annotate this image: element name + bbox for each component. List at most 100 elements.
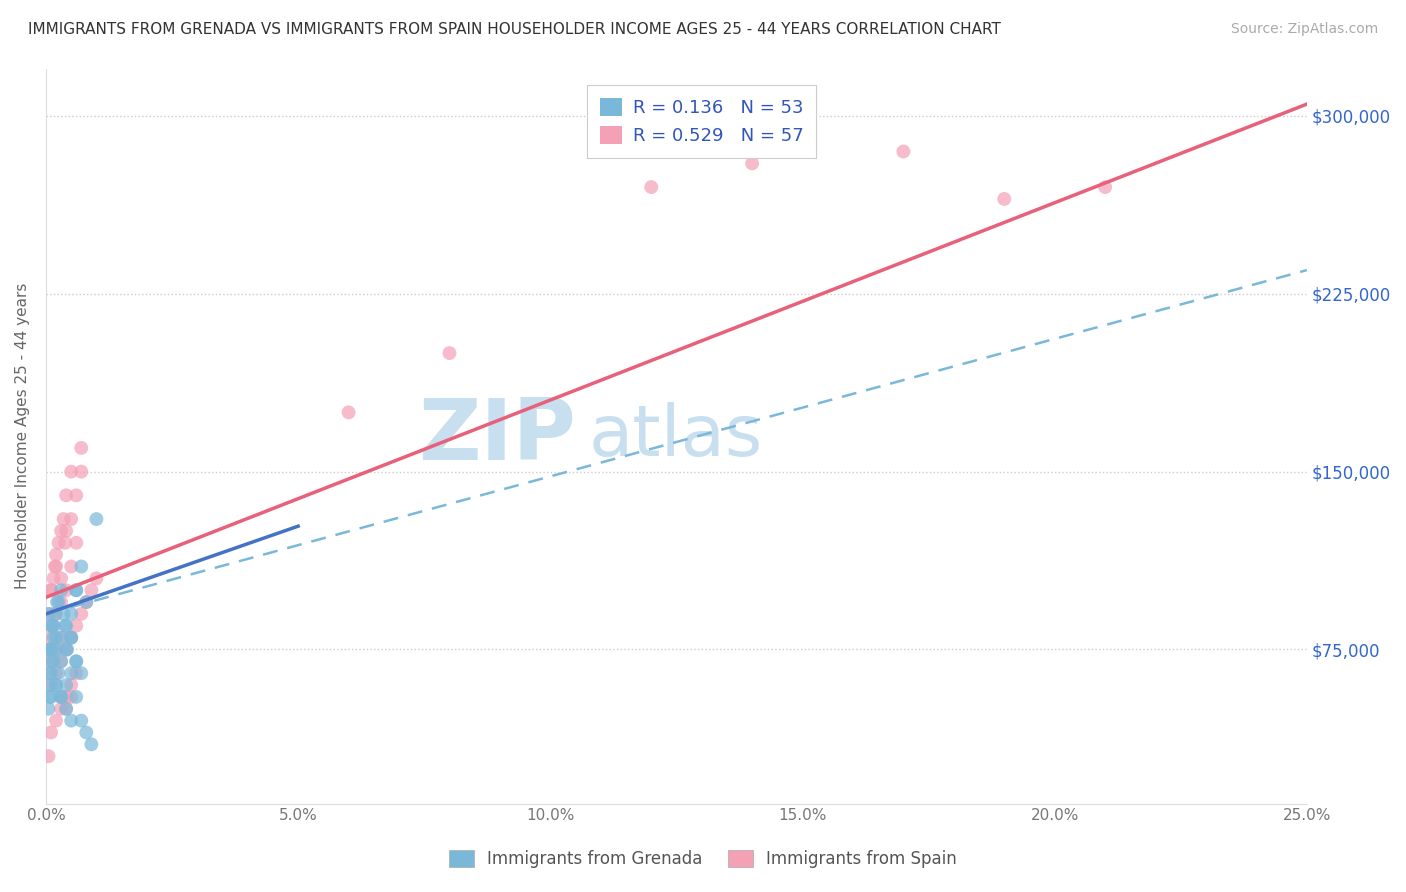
Point (60, 559, 83, 574)
Point (640, 180, 662, 194)
Point (49, 631, 72, 645)
Point (55, 642, 77, 657)
Point (53, 535, 76, 549)
Point (39, 690, 62, 704)
Point (1094, 180, 1116, 194)
Point (49, 571, 72, 585)
Point (49, 690, 72, 704)
Point (45, 714, 67, 728)
Point (65, 654, 87, 668)
Point (49, 690, 72, 704)
Point (39, 666, 62, 681)
Point (46, 595, 69, 609)
Point (70, 465, 93, 479)
Point (52, 607, 75, 621)
Point (60, 631, 83, 645)
Text: atlas: atlas (588, 401, 762, 471)
Point (70, 559, 93, 574)
Point (70, 714, 93, 728)
Point (39, 607, 62, 621)
Point (45, 678, 67, 692)
Point (60, 714, 83, 728)
Point (75, 595, 97, 609)
Point (49, 595, 72, 609)
Point (45, 631, 67, 645)
Point (60, 512, 83, 526)
Point (75, 595, 97, 609)
Point (65, 583, 87, 598)
Point (39, 583, 62, 598)
Point (80, 583, 103, 598)
Point (39, 690, 62, 704)
Point (39, 725, 62, 739)
Point (38, 666, 60, 681)
Point (45, 559, 67, 574)
Point (56, 642, 79, 657)
Point (55, 690, 77, 704)
Point (70, 441, 93, 455)
Point (60, 631, 83, 645)
Text: IMMIGRANTS FROM GRENADA VS IMMIGRANTS FROM SPAIN HOUSEHOLDER INCOME AGES 25 - 44: IMMIGRANTS FROM GRENADA VS IMMIGRANTS FR… (28, 22, 1001, 37)
Point (60, 666, 83, 681)
Point (60, 631, 83, 645)
Point (65, 488, 87, 502)
Point (55, 702, 77, 716)
Point (39, 583, 62, 598)
Point (37, 702, 59, 716)
Point (42, 642, 65, 657)
Point (39, 654, 62, 668)
Text: ZIP: ZIP (418, 394, 575, 477)
Point (48, 535, 70, 549)
Point (80, 737, 103, 751)
Y-axis label: Householder Income Ages 25 - 44 years: Householder Income Ages 25 - 44 years (15, 283, 30, 590)
Point (37, 678, 59, 692)
Point (70, 607, 93, 621)
Point (65, 666, 87, 681)
Point (49, 654, 72, 668)
Point (337, 405, 360, 419)
Point (55, 619, 77, 633)
Point (45, 607, 67, 621)
Point (86, 512, 108, 526)
Point (48, 595, 70, 609)
Point (55, 583, 77, 598)
Point (39, 619, 62, 633)
Text: Source: ZipAtlas.com: Source: ZipAtlas.com (1230, 22, 1378, 37)
Point (45, 642, 67, 657)
Point (42, 571, 65, 585)
Point (60, 465, 83, 479)
Point (60, 607, 83, 621)
Point (42, 631, 65, 645)
Point (65, 654, 87, 668)
Point (86, 571, 108, 585)
Point (49, 583, 72, 598)
Point (44, 607, 66, 621)
Point (893, 145, 915, 159)
Point (49, 631, 72, 645)
Point (741, 156, 763, 170)
Point (45, 642, 67, 657)
Point (42, 654, 65, 668)
Point (42, 619, 65, 633)
Point (65, 690, 87, 704)
Point (48, 666, 70, 681)
Point (49, 654, 72, 668)
Point (42, 619, 65, 633)
Point (39, 631, 62, 645)
Point (65, 583, 87, 598)
Point (38, 642, 60, 657)
Point (52, 512, 75, 526)
Legend: Immigrants from Grenada, Immigrants from Spain: Immigrants from Grenada, Immigrants from… (443, 843, 963, 875)
Legend: R = 0.136   N = 53, R = 0.529   N = 57: R = 0.136 N = 53, R = 0.529 N = 57 (588, 85, 815, 158)
Point (41, 619, 63, 633)
Point (55, 702, 77, 716)
Point (37, 749, 59, 764)
Point (39, 642, 62, 657)
Point (439, 346, 461, 360)
Point (55, 524, 77, 538)
Point (75, 725, 97, 739)
Point (53, 619, 76, 633)
Point (55, 642, 77, 657)
Point (38, 642, 60, 657)
Point (39, 678, 62, 692)
